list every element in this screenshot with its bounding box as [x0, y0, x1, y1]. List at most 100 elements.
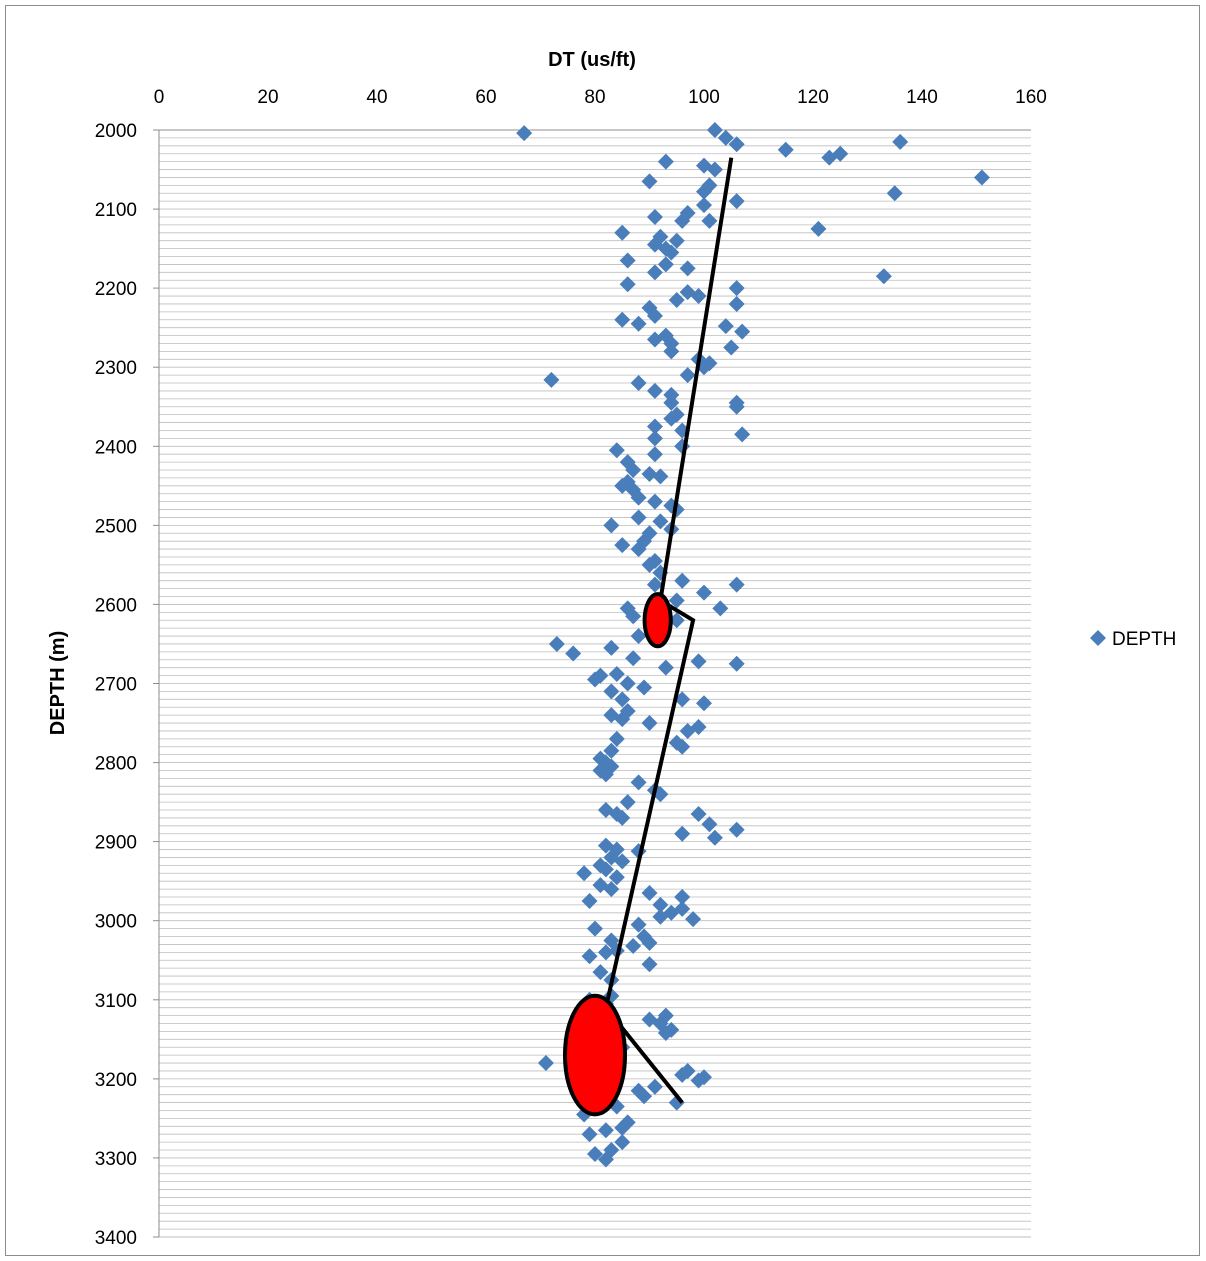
data-point [581, 892, 598, 909]
data-point [674, 572, 691, 589]
data-point [537, 1055, 554, 1072]
data-point [516, 125, 533, 142]
data-point [597, 1151, 614, 1168]
data-point [641, 934, 658, 951]
data-point [614, 691, 631, 708]
data-point [630, 916, 647, 933]
data-point [892, 133, 909, 150]
y-tick-labels: 2000 2100 2200 2300 2400 2500 2600 2700 2800 2900… [95, 121, 159, 1249]
y-tick-label: 3000 [95, 912, 137, 933]
data-point [679, 367, 696, 384]
data-point [886, 185, 903, 202]
data-point [646, 307, 663, 324]
data-point [706, 829, 723, 846]
data-point [734, 426, 751, 443]
data-point [734, 323, 751, 340]
data-point [875, 268, 892, 285]
data-point [652, 513, 669, 530]
data-point [630, 375, 647, 392]
data-point [576, 865, 593, 882]
y-tick-label: 2100 [95, 200, 137, 221]
data-point [646, 493, 663, 510]
data-point [723, 339, 740, 356]
data-point [646, 208, 663, 225]
x-tick-labels: 0 20 40 60 80 100 120 140 160 [154, 87, 1047, 108]
data-point [668, 232, 685, 249]
data-point [592, 964, 609, 981]
y-tick-label: 2400 [95, 437, 137, 458]
data-point [663, 343, 680, 360]
data-point [614, 809, 631, 826]
chart-frame [5, 5, 1200, 1256]
data-point [674, 738, 691, 755]
gridlines [159, 137, 1031, 1230]
legend-marker-icon [1090, 630, 1106, 646]
data-point [597, 861, 614, 878]
data-point [810, 220, 827, 237]
data-point [603, 881, 620, 898]
y-tick-label: 2600 [95, 595, 137, 616]
data-points [516, 122, 990, 1168]
y-tick-label: 2200 [95, 279, 137, 300]
data-point [641, 465, 658, 482]
data-point [614, 311, 631, 328]
data-point [603, 742, 620, 759]
data-point [587, 920, 603, 937]
data-point [701, 212, 718, 229]
legend: DEPTH [1090, 629, 1176, 650]
data-point [674, 825, 691, 842]
data-point [646, 418, 663, 435]
data-point [548, 635, 565, 652]
data-point [690, 653, 707, 670]
data-point [614, 1134, 631, 1151]
data-point [614, 711, 631, 728]
trend-polyline [603, 157, 734, 1104]
data-point [619, 276, 636, 293]
data-point [608, 869, 625, 886]
data-point [696, 584, 712, 601]
x-tick-label: 20 [257, 87, 278, 108]
data-point [657, 1024, 674, 1041]
data-point [543, 371, 560, 388]
data-point [614, 853, 631, 870]
data-point [728, 193, 745, 210]
data-point [728, 398, 745, 415]
data-point [641, 885, 658, 902]
data-point [641, 556, 658, 573]
data-point [674, 888, 691, 905]
data-point [625, 650, 642, 667]
data-point [641, 173, 658, 190]
y-tick-label: 2800 [95, 754, 137, 775]
data-point [619, 252, 636, 269]
x-tick-label: 140 [906, 87, 938, 108]
data-point [646, 446, 663, 463]
data-point [646, 576, 663, 593]
x-tick-label: 40 [366, 87, 387, 108]
data-point [717, 318, 734, 335]
highlight-markers [563, 592, 673, 1117]
trend-line [603, 157, 734, 1104]
data-point [685, 911, 702, 928]
data-point [630, 509, 647, 526]
data-point [652, 896, 669, 913]
data-point [696, 695, 712, 712]
data-point [652, 908, 669, 925]
data-point [728, 655, 745, 672]
data-point [973, 169, 990, 186]
data-point [581, 948, 598, 965]
data-point [717, 129, 734, 146]
data-point [614, 537, 631, 554]
data-point [630, 628, 647, 645]
x-tick-label: 160 [1015, 87, 1047, 108]
data-point [696, 183, 712, 200]
data-point [712, 600, 729, 617]
data-point [630, 774, 647, 791]
x-tick-label: 60 [475, 87, 496, 108]
data-point [641, 715, 658, 732]
data-point [565, 645, 582, 662]
data-point [614, 477, 631, 494]
data-point [597, 766, 614, 783]
y-tick-label: 2900 [95, 833, 137, 854]
data-point [679, 722, 696, 739]
